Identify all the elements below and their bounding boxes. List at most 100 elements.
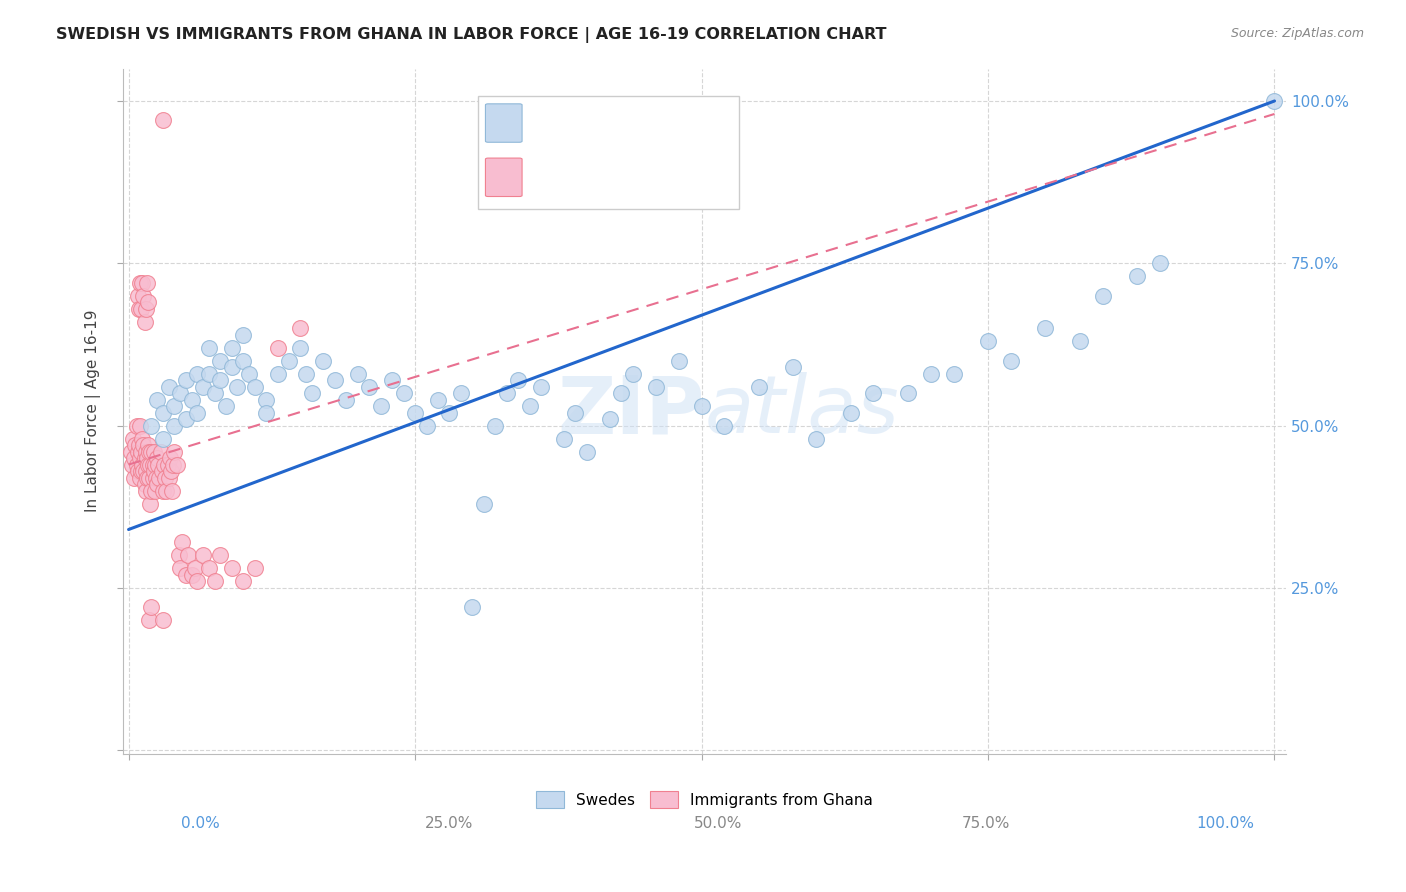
Point [221,341,243,355]
Text: atlas: atlas [704,372,900,450]
Point [142,458,165,472]
Point [163,418,186,433]
Text: 50.0%: 50.0% [693,816,742,831]
Point [132,289,155,303]
Text: 100.0%: 100.0% [1197,816,1254,831]
Point [243,561,266,575]
Point [124,438,146,452]
Point [135,444,157,458]
Point [135,301,157,316]
Point [290,321,312,335]
Point [553,432,575,446]
Point [138,444,160,458]
Point [564,406,586,420]
Point [149,444,172,458]
Point [209,353,232,368]
Point [174,412,197,426]
Point [197,367,219,381]
Point [232,327,254,342]
Point [122,432,145,446]
Point [131,432,153,446]
Point [897,386,920,401]
Point [204,386,226,401]
Point [127,444,149,458]
Point [163,444,186,458]
Point [1126,269,1149,284]
Text: 25.0%: 25.0% [426,816,474,831]
Y-axis label: In Labor Force | Age 16-19: In Labor Force | Age 16-19 [86,310,101,512]
Point [131,458,153,472]
Point [180,568,202,582]
Point [129,301,152,316]
Point [141,483,163,498]
Point [404,406,426,420]
Point [209,549,232,563]
Point [159,451,181,466]
Point [359,379,381,393]
Point [346,367,368,381]
Point [415,418,437,433]
Point [166,458,188,472]
Point [138,470,160,484]
Point [136,458,159,472]
Point [519,399,541,413]
Point [129,444,152,458]
Point [136,438,159,452]
Point [392,386,415,401]
Point [713,418,735,433]
Point [132,464,155,478]
Point [1263,94,1285,108]
Point [668,353,690,368]
Text: 0.0%: 0.0% [181,816,219,831]
Point [1033,321,1056,335]
Point [1000,353,1022,368]
Point [146,477,169,491]
Point [977,334,1000,349]
Point [426,392,449,407]
Point [142,444,165,458]
Point [599,412,621,426]
Point [226,379,249,393]
Point [135,470,157,484]
Point [232,574,254,589]
Point [139,458,162,472]
Point [155,483,177,498]
Point [152,432,174,446]
Point [157,470,180,484]
Point [150,464,173,478]
Point [177,549,200,563]
Point [221,561,243,575]
Point [335,392,357,407]
Point [839,406,862,420]
Point [135,464,157,478]
Point [152,483,174,498]
Point [152,614,174,628]
Point [644,379,666,393]
Point [157,379,180,393]
Point [143,458,166,472]
Point [370,399,392,413]
Point [132,438,155,452]
Point [1091,289,1114,303]
Point [128,438,150,452]
Point [174,568,197,582]
Point [221,360,243,375]
Point [155,470,177,484]
Point [129,418,152,433]
Point [1069,334,1091,349]
Point [129,451,152,466]
Point [290,341,312,355]
Point [152,113,174,128]
Point [134,477,156,491]
Point [243,379,266,393]
Point [167,549,190,563]
Point [215,399,238,413]
Point [191,549,214,563]
Point [160,483,183,498]
Point [690,399,713,413]
Point [186,367,208,381]
Point [142,464,165,478]
Point [141,444,163,458]
Point [143,483,166,498]
Point [278,353,301,368]
